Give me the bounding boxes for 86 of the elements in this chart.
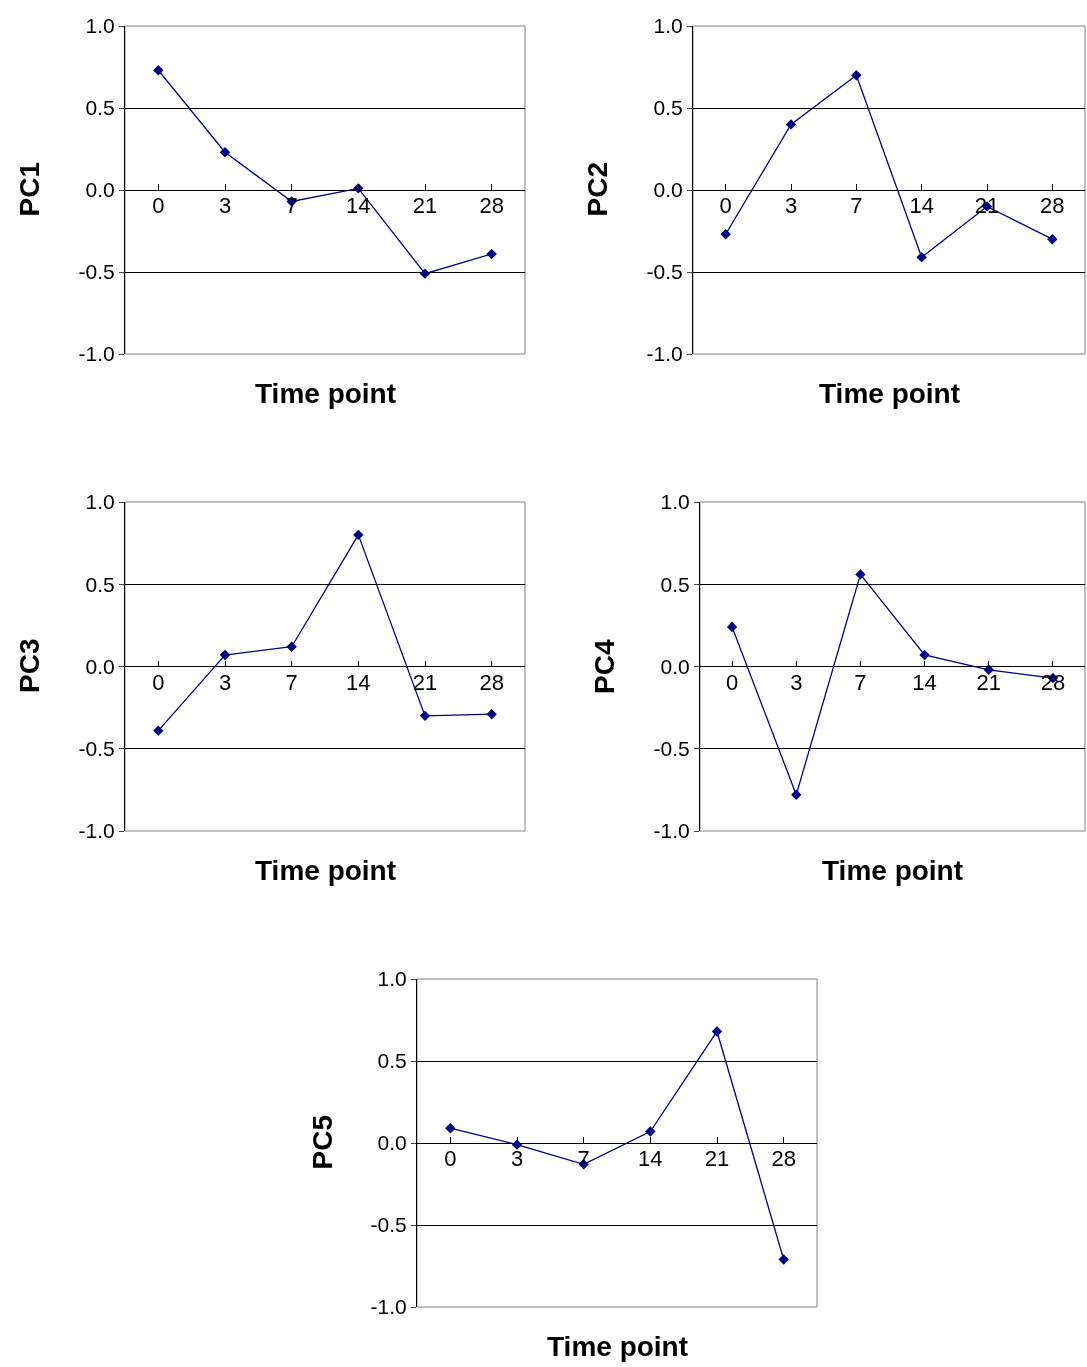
x-tick-label: 21 — [976, 669, 1001, 695]
y-tick-label: 0.5 — [653, 96, 683, 120]
x-tick-label: 3 — [790, 669, 803, 695]
y-axis-title: PC4 — [589, 639, 620, 694]
point — [791, 789, 802, 801]
point — [851, 70, 862, 81]
x-tick-label: 14 — [909, 193, 934, 218]
x-tick-label: 14 — [638, 1146, 663, 1171]
point — [711, 1026, 723, 1037]
x-tick-label: 3 — [218, 669, 232, 695]
x-axis-title: Time point — [547, 1331, 689, 1362]
x-tick-label: 21 — [704, 1146, 730, 1171]
y-axis-title: PC5 — [306, 1115, 338, 1170]
point — [778, 1254, 789, 1265]
x-axis-title: Time point — [819, 378, 961, 409]
y-tick-label: 1.0 — [653, 14, 683, 38]
x-tick-label: 3 — [218, 193, 232, 218]
x-tick-label: 3 — [510, 1146, 524, 1171]
x-tick-label: 3 — [784, 193, 798, 218]
x-tick-label: 28 — [1040, 193, 1065, 218]
point — [353, 529, 364, 541]
x-axis-title: Time point — [255, 855, 397, 886]
x-tick-label: 0 — [725, 669, 739, 695]
y-tick-label: 1.0 — [85, 490, 115, 514]
x-tick-label: 14 — [346, 193, 371, 218]
y-tick-label: 0.5 — [377, 1049, 407, 1073]
point — [645, 1126, 656, 1137]
point — [486, 248, 497, 260]
x-tick-label: 0 — [719, 193, 732, 218]
y-tick-label: 0.0 — [377, 1131, 407, 1155]
x-tick-label: 7 — [285, 669, 298, 695]
x-axis-title: Time point — [255, 378, 397, 409]
point — [983, 664, 994, 675]
point — [916, 252, 927, 263]
y-tick-label: -1.0 — [653, 819, 690, 843]
y-tick-label: -0.5 — [653, 737, 690, 761]
y-tick-label: -1.0 — [370, 1295, 407, 1319]
y-tick-label: -0.5 — [78, 737, 115, 761]
x-axis-title: Time point — [822, 855, 964, 886]
point — [486, 709, 497, 720]
point — [1047, 234, 1058, 245]
point — [419, 268, 431, 279]
x-tick-label: 21 — [412, 669, 438, 695]
point — [785, 119, 797, 130]
point — [919, 649, 930, 661]
x-tick-label: 28 — [771, 1146, 796, 1171]
y-axis-title: PC3 — [14, 638, 45, 693]
x-tick-label: 0 — [152, 669, 165, 695]
y-tick-label: -1.0 — [646, 342, 683, 366]
point — [219, 649, 231, 661]
y-tick-label: 0.5 — [660, 572, 690, 596]
x-tick-label: 7 — [854, 669, 867, 695]
x-tick-label: 14 — [912, 669, 937, 695]
y-tick-label: 0.5 — [85, 96, 115, 120]
y-tick-label: 1.0 — [85, 14, 115, 38]
x-tick-label: 0 — [152, 193, 165, 218]
point — [445, 1123, 456, 1134]
y-tick-label: -0.5 — [78, 260, 115, 284]
y-tick-label: 1.0 — [377, 967, 407, 991]
y-tick-label: 1.0 — [660, 490, 690, 514]
x-tick-label: 14 — [346, 669, 371, 695]
y-axis-title: PC2 — [581, 162, 613, 217]
y-axis-title: PC1 — [13, 162, 45, 217]
y-tick-label: 0.5 — [85, 572, 115, 596]
point — [726, 621, 738, 633]
x-tick-label: 0 — [444, 1146, 457, 1171]
x-tick-label: 21 — [412, 193, 438, 218]
x-tick-label: 28 — [479, 193, 504, 218]
point — [720, 229, 731, 240]
point — [855, 569, 866, 580]
y-tick-label: 0.0 — [85, 178, 115, 202]
y-tick-label: -1.0 — [78, 342, 115, 366]
y-tick-label: -1.0 — [78, 819, 115, 843]
point — [219, 147, 231, 158]
point — [153, 725, 164, 736]
point — [286, 641, 297, 652]
x-tick-label: 7 — [850, 193, 863, 218]
point — [419, 710, 431, 722]
y-tick-label: 0.0 — [85, 654, 115, 678]
point — [353, 183, 364, 194]
x-tick-label: 28 — [479, 669, 504, 695]
point — [153, 65, 164, 76]
y-tick-label: 0.0 — [653, 178, 683, 202]
y-tick-label: 0.0 — [660, 654, 690, 678]
y-tick-label: -0.5 — [646, 260, 683, 284]
y-tick-label: -0.5 — [370, 1213, 407, 1237]
